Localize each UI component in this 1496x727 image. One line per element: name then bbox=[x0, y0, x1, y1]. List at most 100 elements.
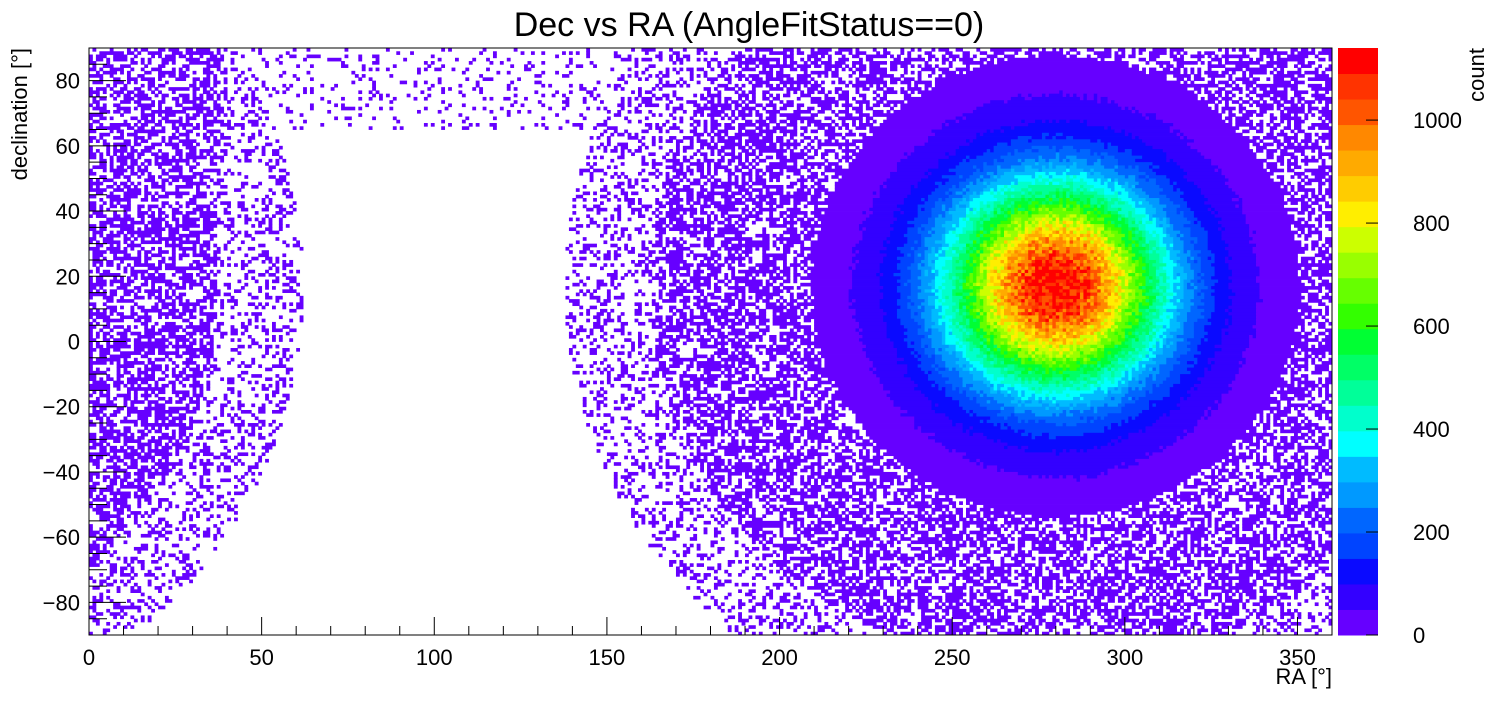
heatmap-cell bbox=[1045, 93, 1050, 98]
heatmap-cell bbox=[1200, 224, 1222, 228]
heatmap-cell bbox=[686, 168, 694, 173]
heatmap-cell bbox=[931, 233, 943, 238]
heatmap-cell bbox=[852, 83, 867, 88]
heatmap-cell bbox=[962, 217, 967, 222]
heatmap-cell bbox=[1256, 129, 1264, 134]
heatmap-cell bbox=[1304, 181, 1312, 186]
heatmap-cell bbox=[624, 194, 629, 199]
heatmap-cell bbox=[202, 136, 211, 140]
heatmap-cell bbox=[990, 175, 995, 179]
heatmap-cell bbox=[1135, 178, 1146, 183]
heatmap-cell bbox=[1204, 194, 1240, 199]
heatmap-cell bbox=[1121, 184, 1129, 189]
heatmap-cell bbox=[461, 126, 470, 130]
heatmap-cell bbox=[693, 217, 704, 222]
heatmap-cell bbox=[1190, 233, 1209, 238]
heatmap-cell bbox=[1086, 175, 1105, 179]
heatmap-cell bbox=[710, 123, 722, 127]
heatmap-cell bbox=[1300, 152, 1305, 157]
heatmap-cell bbox=[917, 207, 922, 212]
heatmap-cell bbox=[669, 48, 673, 52]
heatmap-cell bbox=[372, 83, 376, 88]
heatmap-cell bbox=[1138, 181, 1157, 186]
heatmap-cell bbox=[306, 54, 321, 59]
heatmap-cell bbox=[223, 142, 231, 147]
heatmap-cell bbox=[1180, 237, 1198, 241]
heatmap-cell bbox=[185, 119, 190, 124]
heatmap-cell bbox=[1079, 96, 1084, 101]
heatmap-cell bbox=[278, 103, 283, 108]
heatmap-cell bbox=[1183, 67, 1188, 72]
heatmap-cell bbox=[972, 220, 977, 225]
heatmap-cell bbox=[1104, 198, 1108, 202]
heatmap-cell bbox=[1325, 178, 1333, 183]
heatmap-cell bbox=[762, 67, 767, 72]
heatmap-cell bbox=[247, 87, 252, 91]
heatmap-cell bbox=[209, 158, 214, 163]
heatmap-cell bbox=[700, 175, 708, 179]
heatmap-cell bbox=[707, 61, 711, 65]
heatmap-cell bbox=[268, 175, 276, 179]
heatmap-cell bbox=[120, 145, 128, 150]
heatmap-cell bbox=[1107, 237, 1122, 241]
heatmap-cell bbox=[976, 263, 981, 267]
heatmap-cell bbox=[807, 123, 812, 127]
heatmap-cell bbox=[1311, 171, 1329, 176]
heatmap-cell bbox=[765, 77, 784, 82]
heatmap-cell bbox=[1121, 198, 1133, 202]
heatmap-cell bbox=[800, 126, 808, 130]
heatmap-cell bbox=[1090, 266, 1095, 271]
heatmap-cell bbox=[679, 67, 684, 72]
heatmap-cell bbox=[582, 184, 587, 189]
heatmap-cell bbox=[800, 220, 812, 225]
heatmap-cell bbox=[130, 171, 138, 176]
heatmap-cell bbox=[151, 211, 155, 215]
heatmap-cell bbox=[1010, 217, 1015, 222]
heatmap-cell bbox=[448, 123, 452, 127]
heatmap-cell bbox=[1193, 269, 1202, 274]
heatmap-cell bbox=[879, 188, 912, 192]
heatmap-cell bbox=[1073, 178, 1081, 183]
heatmap-cell bbox=[834, 184, 881, 189]
heatmap-cell bbox=[1052, 246, 1057, 251]
heatmap-cell bbox=[644, 116, 649, 121]
heatmap-cell bbox=[972, 54, 977, 59]
heatmap-cell bbox=[1017, 220, 1022, 225]
heatmap-cell bbox=[817, 90, 825, 95]
heatmap-cell bbox=[1200, 259, 1215, 264]
heatmap-cell bbox=[883, 90, 898, 95]
heatmap-cell bbox=[886, 100, 905, 104]
heatmap-cell bbox=[1086, 214, 1098, 218]
heatmap-cell bbox=[1038, 207, 1043, 212]
heatmap-cell bbox=[855, 48, 860, 52]
heatmap-cell bbox=[807, 201, 874, 205]
heatmap-cell bbox=[1069, 224, 1074, 228]
heatmap-cell bbox=[89, 149, 93, 153]
heatmap-cell bbox=[1290, 77, 1298, 82]
heatmap-cell bbox=[1325, 145, 1333, 150]
heatmap-cell bbox=[1024, 168, 1039, 173]
heatmap-cell bbox=[675, 54, 680, 59]
heatmap-cell bbox=[1287, 54, 1309, 59]
heatmap-cell bbox=[928, 230, 932, 235]
heatmap-cell bbox=[876, 83, 881, 88]
heatmap-cell bbox=[1069, 188, 1074, 192]
heatmap-cell bbox=[1121, 224, 1129, 228]
heatmap-cell bbox=[1003, 207, 1008, 212]
heatmap-cell bbox=[758, 152, 763, 157]
heatmap-cell bbox=[1031, 165, 1043, 170]
heatmap-cell bbox=[669, 100, 673, 104]
heatmap-cell bbox=[458, 113, 463, 117]
heatmap-cell bbox=[158, 237, 183, 241]
heatmap-cell bbox=[1256, 83, 1298, 88]
heatmap-cell bbox=[1300, 48, 1309, 52]
heatmap-cell bbox=[278, 168, 287, 173]
heatmap-cell bbox=[962, 191, 967, 196]
heatmap-cell bbox=[137, 250, 142, 254]
heatmap-cell bbox=[855, 155, 908, 160]
heatmap-cell bbox=[800, 224, 860, 228]
heatmap-cell bbox=[1093, 256, 1098, 261]
heatmap-cell bbox=[734, 83, 739, 88]
heatmap-cell bbox=[1107, 184, 1115, 189]
heatmap-cell bbox=[845, 113, 853, 117]
